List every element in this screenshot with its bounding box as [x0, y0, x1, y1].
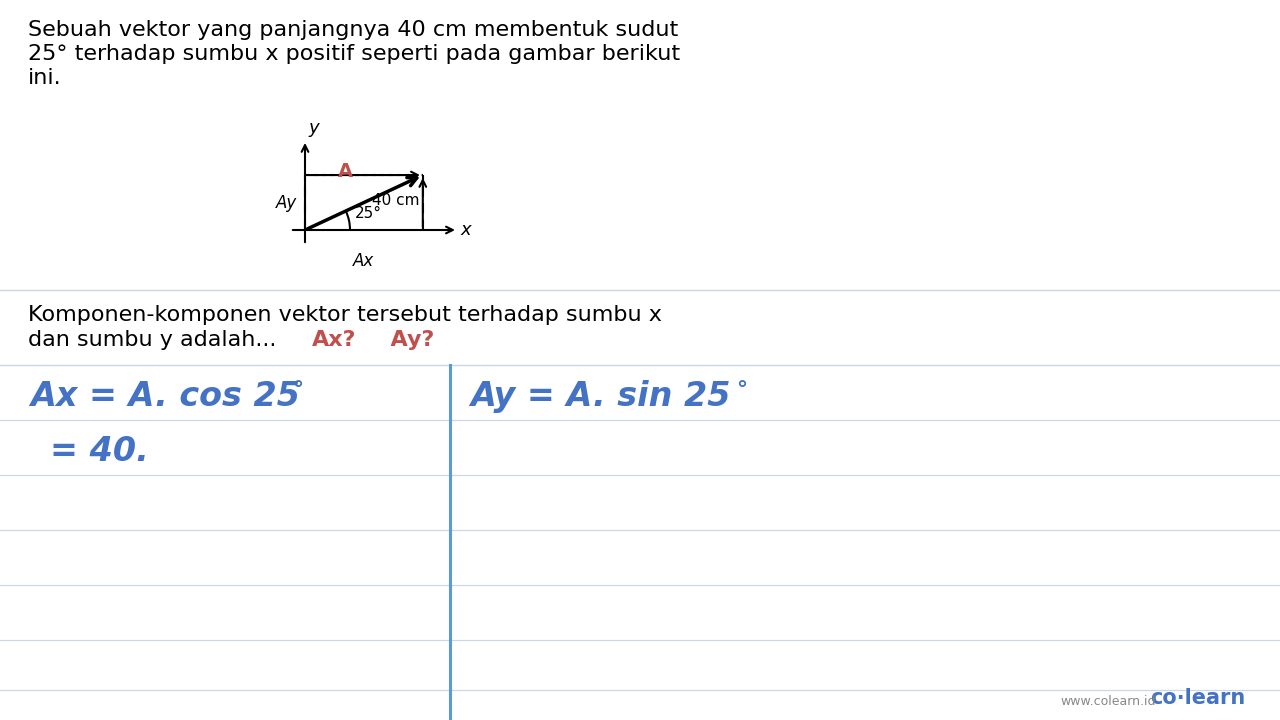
- Text: ini.: ini.: [28, 68, 61, 88]
- Text: Ax = A. cos 25: Ax = A. cos 25: [29, 380, 300, 413]
- Text: Ay: Ay: [275, 194, 297, 212]
- Text: dan sumbu y adalah...: dan sumbu y adalah...: [28, 330, 276, 350]
- Text: www.colearn.id: www.colearn.id: [1060, 695, 1156, 708]
- Text: 25° terhadap sumbu x positif seperti pada gambar berikut: 25° terhadap sumbu x positif seperti pad…: [28, 44, 680, 64]
- Text: Komponen-komponen vektor tersebut terhadap sumbu x: Komponen-komponen vektor tersebut terhad…: [28, 305, 662, 325]
- Text: y: y: [308, 119, 319, 137]
- Text: x: x: [461, 221, 471, 239]
- Text: co·learn: co·learn: [1149, 688, 1245, 708]
- Text: Ay?: Ay?: [375, 330, 434, 350]
- Text: A: A: [338, 161, 353, 181]
- Text: Ay = A. sin 25: Ay = A. sin 25: [470, 380, 731, 413]
- Text: Sebuah vektor yang panjangnya 40 cm membentuk sudut: Sebuah vektor yang panjangnya 40 cm memb…: [28, 20, 678, 40]
- Text: °: °: [736, 380, 748, 400]
- Text: = 40.: = 40.: [50, 435, 148, 468]
- Text: 40 cm: 40 cm: [372, 193, 420, 208]
- Text: 25°: 25°: [355, 206, 381, 221]
- Text: Ax: Ax: [353, 252, 375, 270]
- Text: Ax?: Ax?: [312, 330, 357, 350]
- Text: °: °: [292, 380, 303, 400]
